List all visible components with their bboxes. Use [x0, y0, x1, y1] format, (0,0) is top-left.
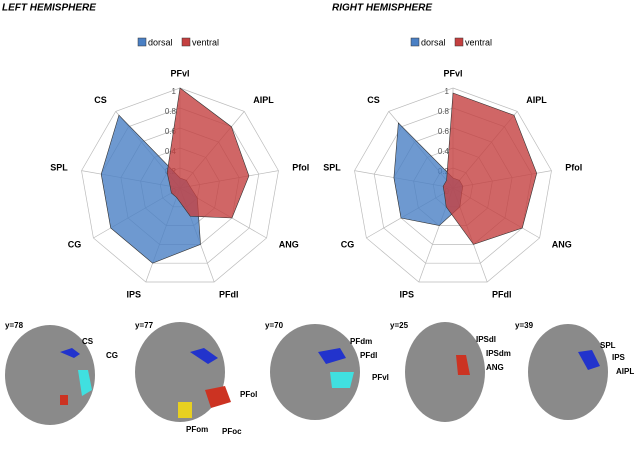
region-label: CS [82, 337, 94, 346]
blob [60, 395, 68, 405]
slice-label: y=25 [390, 321, 409, 330]
tick-label: 0.8 [438, 107, 450, 116]
brain-images [5, 322, 608, 425]
axis-label: AIPL [526, 95, 547, 105]
chart-title: RIGHT HEMISPHERE [332, 3, 432, 14]
tick-label: 1 [445, 87, 450, 96]
legend-swatch [454, 37, 464, 47]
blob [60, 348, 80, 358]
blob [205, 386, 231, 408]
brain-slice [270, 324, 360, 420]
axis-label: IPS [399, 289, 414, 299]
axis-label: ANG [279, 239, 299, 249]
blob [578, 350, 600, 370]
blob [456, 355, 470, 375]
axis-label: CG [341, 239, 355, 249]
legend-label: dorsal [421, 37, 446, 47]
tick-label: 0.6 [438, 127, 450, 136]
slice-label: y=39 [515, 321, 534, 330]
axis-label: CG [68, 239, 82, 249]
axis-label: PFvl [170, 68, 189, 78]
region-label: PFom [186, 425, 208, 434]
axis-label: PFdl [219, 289, 239, 299]
region-label: PFdl [360, 351, 377, 360]
region-label: CG [106, 351, 118, 360]
slice-label: y=77 [135, 321, 154, 330]
axis-label: PFvl [443, 68, 462, 78]
grid-ring [354, 87, 552, 283]
region-label: AIPL [616, 367, 634, 376]
slice-label: y=70 [265, 321, 284, 330]
tick-label: 1 [172, 87, 177, 96]
grid-ring [81, 87, 279, 283]
slice-label: y=78 [5, 321, 24, 330]
brain-slice [528, 324, 608, 420]
region-label: PFol [240, 390, 257, 399]
legend-swatch [137, 37, 147, 47]
legend-swatch [410, 37, 420, 47]
legend-label: dorsal [148, 37, 173, 47]
region-label: PFdm [350, 337, 372, 346]
axis-label: IPS [126, 289, 141, 299]
axis-label: ANG [552, 239, 572, 249]
region-label: IPSdm [486, 349, 511, 358]
region-label: PFoc [222, 427, 242, 436]
axis-label: PFdl [492, 289, 512, 299]
axis-label: SPL [50, 163, 68, 173]
legend-label: ventral [192, 37, 219, 47]
chart-title: LEFT HEMISPHERE [2, 3, 96, 14]
tick-label: 0.6 [165, 127, 177, 136]
blob [78, 370, 92, 396]
blob [318, 348, 346, 364]
region-label: SPL [600, 341, 616, 350]
brain-slice [135, 322, 225, 422]
blob [190, 348, 218, 364]
legend-swatch [181, 37, 191, 47]
axis-label: AIPL [253, 95, 274, 105]
axis-label: Pfol [565, 163, 582, 173]
axis-label: Pfol [292, 163, 309, 173]
tick-label: 0.4 [438, 147, 450, 156]
legend-label: ventral [465, 37, 492, 47]
axis-label: SPL [323, 163, 341, 173]
tick-label: 0.8 [165, 107, 177, 116]
blob [330, 372, 354, 388]
region-label: IPSdl [476, 335, 496, 344]
region-label: ANG [486, 363, 504, 372]
brain-slice [405, 322, 485, 422]
axis-label: CS [94, 95, 107, 105]
radar-area [166, 87, 250, 219]
region-label: PFvl [372, 373, 389, 382]
region-label: IPS [612, 353, 626, 362]
radar-area [442, 92, 538, 245]
blob [178, 402, 192, 418]
axis-label: CS [367, 95, 380, 105]
